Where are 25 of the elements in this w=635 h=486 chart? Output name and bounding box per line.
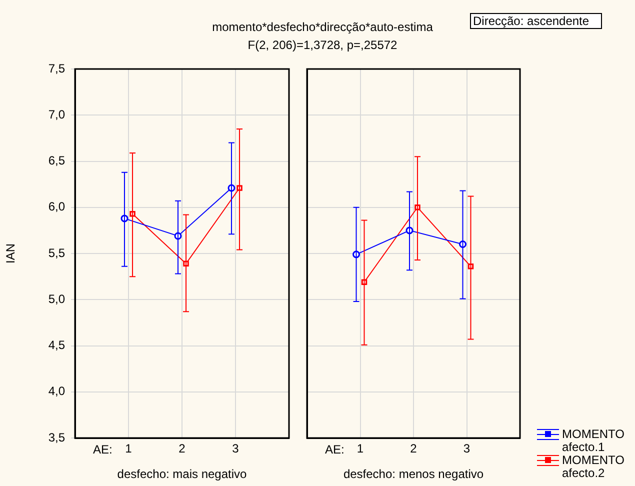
y-tick-label: 5,0 — [48, 292, 66, 306]
y-tick-label: 6,0 — [48, 200, 66, 214]
y-tick-label: 7,0 — [48, 107, 66, 122]
y-tick-label: 4,0 — [48, 384, 66, 398]
x-tick-label: 3 — [232, 442, 240, 456]
x-tick-label: 1 — [356, 442, 364, 456]
x-axis-title: desfecho: mais negativo — [117, 467, 248, 482]
y-tick-label: 4,5 — [48, 338, 66, 352]
text: momento*desfecho*direcção*auto-estima — [212, 20, 433, 34]
y-tick-label: 5,5 — [48, 246, 66, 260]
x-tick-label: 2 — [410, 442, 418, 456]
text: AE: — [93, 442, 112, 456]
y-tick-label: 7,5 — [48, 61, 66, 76]
x-tick-label: 3 — [463, 442, 470, 456]
text: Direcção: ascendente — [470, 13, 602, 29]
x-axis-title: desfecho: menos negativo — [343, 467, 484, 482]
x-tick-label: 1 — [125, 442, 132, 456]
text: AE: — [325, 442, 344, 456]
y-tick-label: 6,5 — [48, 154, 66, 168]
y-tick-label: 3,5 — [48, 430, 66, 444]
x-tick-label: 2 — [178, 442, 186, 456]
text: F(2, 206)=1,3728, p=,25572 — [246, 38, 398, 52]
legend-label: MOMENTO afecto.2 — [562, 453, 626, 480]
y-axis-title: IAN — [4, 243, 18, 264]
legend-label: MOMENTO afecto.1 — [562, 427, 626, 454]
